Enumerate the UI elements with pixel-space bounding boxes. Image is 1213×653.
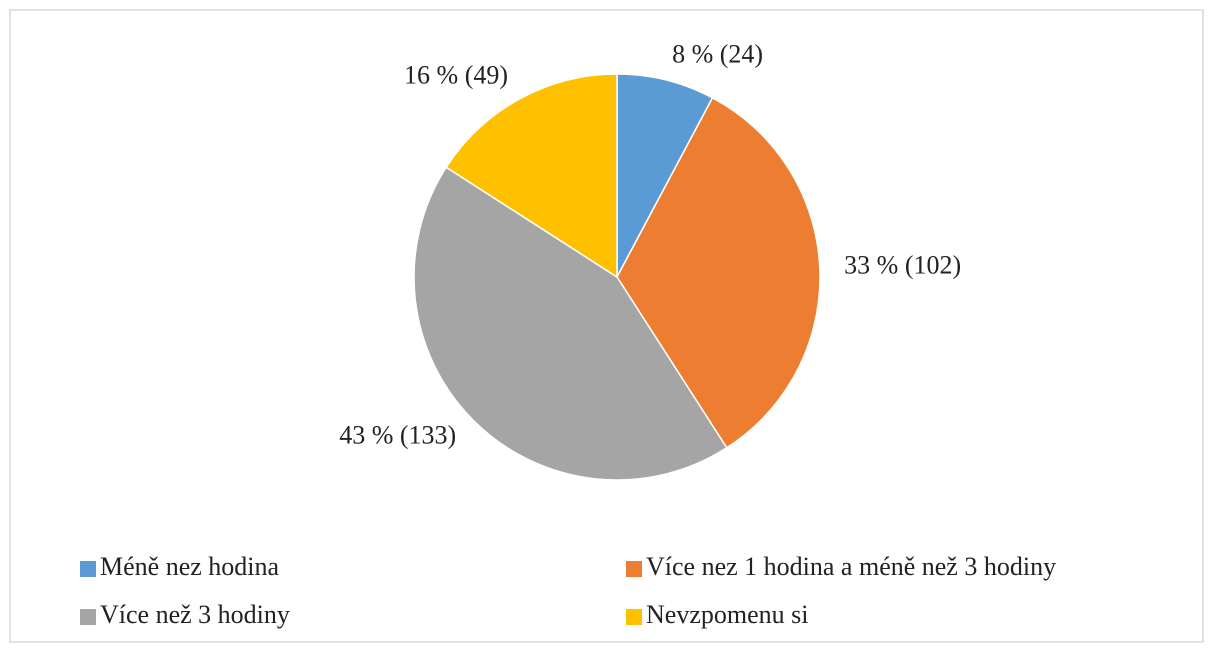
pie-slice [616,96,821,449]
legend-label: Více než 3 hodiny [100,600,290,629]
data-label: 16 % (49) [404,60,508,89]
data-label: 8 % (24) [672,39,763,68]
legend-swatch [80,609,96,625]
data-label: 43 % (133) [339,421,456,450]
pie-slice [616,73,714,278]
legend-swatch [626,609,642,625]
legend-label: Více nez 1 hodina a méně než 3 hodiny [646,552,1056,581]
pie-slice [413,166,728,481]
data-label: 33 % (102) [844,251,961,280]
pie-slice [445,73,618,279]
legend-swatch [80,561,96,577]
legend-label: Nevzpomenu si [646,600,808,629]
legend-label: Méně nez hodina [100,552,280,581]
legend-swatch [626,561,642,577]
